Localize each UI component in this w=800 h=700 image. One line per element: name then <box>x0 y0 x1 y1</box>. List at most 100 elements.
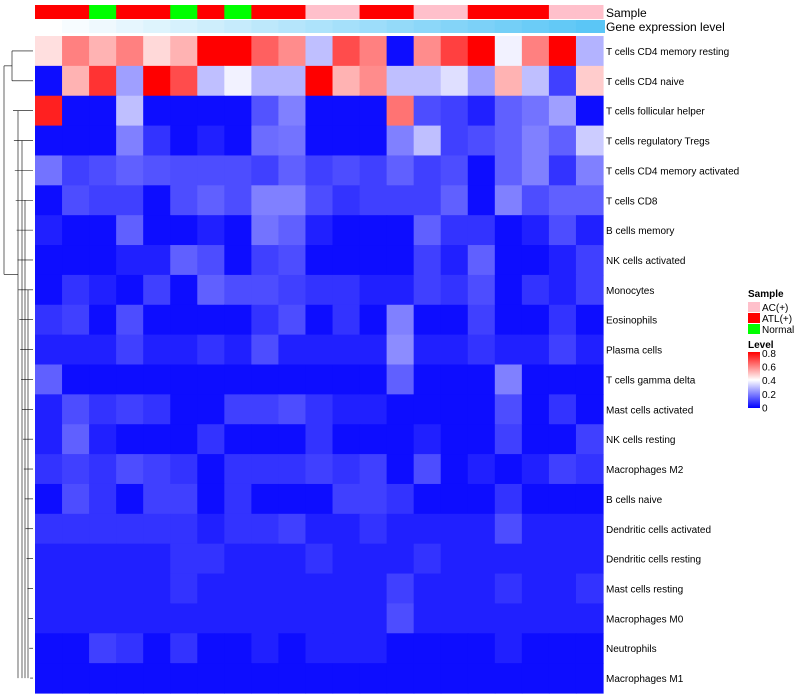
heatmap-cell <box>305 394 334 425</box>
heatmap-cell <box>251 65 280 97</box>
sample-annotation-cell <box>170 5 198 19</box>
heatmap-cell <box>440 215 469 246</box>
heatmap-cell <box>386 424 415 455</box>
heatmap-cell <box>440 334 469 366</box>
heatmap-cell <box>521 304 550 336</box>
gene-expression-annotation-cell <box>548 20 577 33</box>
heatmap-cell <box>521 95 550 127</box>
heatmap-cell <box>278 185 307 216</box>
heatmap-cell <box>386 95 415 127</box>
heatmap-cell <box>548 663 577 694</box>
heatmap-cell <box>35 364 63 395</box>
heatmap-cell <box>521 483 550 515</box>
heatmap-cell <box>305 573 334 605</box>
heatmap-cell <box>359 454 388 485</box>
row-label: B cells naive <box>606 495 663 506</box>
heatmap-cell <box>521 513 550 545</box>
heatmap-cell <box>143 185 171 216</box>
heatmap-cell <box>89 36 117 67</box>
heatmap-cell <box>197 215 225 246</box>
heatmap-cell <box>386 125 415 157</box>
heatmap-cell <box>197 274 225 306</box>
heatmap-cell <box>467 125 496 157</box>
heatmap-cell <box>494 483 523 515</box>
heatmap-cell <box>440 454 469 485</box>
heatmap-cell <box>116 304 144 336</box>
heatmap-cell <box>575 394 604 425</box>
heatmap-cell <box>413 245 442 276</box>
heatmap-cell <box>143 424 171 455</box>
heatmap-cell <box>62 155 90 186</box>
heatmap-cell <box>332 185 361 216</box>
heatmap-cell <box>521 155 550 186</box>
heatmap-cell <box>251 424 280 455</box>
row-label: Dendritic cells activated <box>606 525 711 536</box>
heatmap-cell <box>332 334 361 366</box>
heatmap-cell <box>278 454 307 485</box>
heatmap-cell <box>278 394 307 425</box>
heatmap-cell <box>467 274 496 306</box>
heatmap-cell <box>413 125 442 157</box>
sample-annotation-cell <box>197 5 225 19</box>
heatmap-cell <box>305 215 334 246</box>
gene-expression-annotation-cell <box>440 20 469 33</box>
heatmap-cell <box>386 65 415 97</box>
heatmap-cell <box>116 543 144 575</box>
heatmap-cell <box>224 274 252 306</box>
heatmap-cell <box>251 364 280 395</box>
heatmap-cell <box>62 573 90 605</box>
heatmap-cell <box>197 424 225 455</box>
heatmap-cell <box>197 304 225 336</box>
heatmap-cell <box>143 633 171 664</box>
heatmap-cell <box>467 304 496 336</box>
heatmap-cell <box>494 424 523 455</box>
heatmap-cell <box>548 394 577 425</box>
heatmap-cell <box>116 155 144 186</box>
sample-annotation-cell <box>35 5 63 19</box>
heatmap-cell <box>197 573 225 605</box>
heatmap-cells <box>35 36 604 694</box>
gene-expression-annotation-cell <box>575 20 604 33</box>
heatmap-cell <box>440 603 469 634</box>
heatmap-cell <box>35 633 63 664</box>
heatmap-cell <box>251 215 280 246</box>
heatmap-cell <box>62 245 90 276</box>
heatmap-cell <box>386 215 415 246</box>
heatmap-cell <box>197 394 225 425</box>
row-dendrogram <box>3 50 33 679</box>
heatmap-cell <box>575 245 604 276</box>
heatmap-cell <box>170 633 198 664</box>
gene-expression-annotation-cell <box>332 20 361 33</box>
heatmap-cell <box>224 454 252 485</box>
heatmap-cell <box>521 334 550 366</box>
heatmap-cell <box>359 603 388 634</box>
row-label: Neutrophils <box>606 644 657 655</box>
heatmap-cell <box>35 454 63 485</box>
heatmap-cell <box>413 185 442 216</box>
heatmap-cell <box>494 155 523 186</box>
heatmap-cell <box>89 573 117 605</box>
heatmap-cell <box>278 274 307 306</box>
heatmap-cell <box>62 36 90 67</box>
heatmap-cell <box>305 36 334 67</box>
heatmap-cell <box>143 215 171 246</box>
heatmap-cell <box>170 663 198 694</box>
heatmap-cell <box>89 454 117 485</box>
heatmap-cell <box>359 36 388 67</box>
heatmap-cell <box>575 483 604 515</box>
heatmap-cell <box>440 36 469 67</box>
row-label: Dendritic cells resting <box>606 555 701 566</box>
heatmap-cell <box>89 603 117 634</box>
heatmap-cell <box>170 424 198 455</box>
heatmap-cell <box>170 573 198 605</box>
row-label: Macrophages M0 <box>606 614 684 625</box>
heatmap-cell <box>494 364 523 395</box>
heatmap-cell <box>278 125 307 157</box>
heatmap-cell <box>251 274 280 306</box>
heatmap-cell <box>251 663 280 694</box>
heatmap-cell <box>413 334 442 366</box>
heatmap-cell <box>305 125 334 157</box>
heatmap-cell <box>413 603 442 634</box>
heatmap-cell <box>467 36 496 67</box>
heatmap-cell <box>386 454 415 485</box>
